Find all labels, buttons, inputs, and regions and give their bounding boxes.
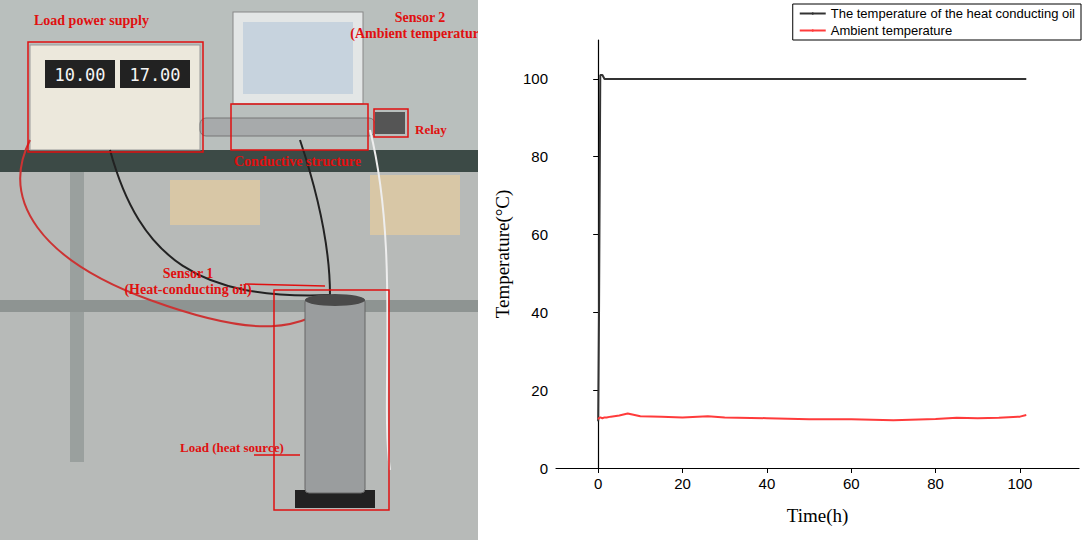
svg-text:The temperature of the heat co: The temperature of the heat conducting o… xyxy=(831,6,1075,21)
svg-text:60: 60 xyxy=(843,475,860,492)
svg-text:20: 20 xyxy=(674,475,691,492)
svg-text:Time(h): Time(h) xyxy=(787,505,849,527)
svg-text:Temperature(°C): Temperature(°C) xyxy=(492,190,514,319)
svg-text:20: 20 xyxy=(531,382,548,399)
svg-text:80: 80 xyxy=(927,475,944,492)
svg-text:Ambient temperature: Ambient temperature xyxy=(831,23,952,38)
svg-text:(Ambient temperature): (Ambient temperature) xyxy=(350,26,478,42)
svg-text:(Heat-conducting oil): (Heat-conducting oil) xyxy=(124,282,251,298)
svg-text:60: 60 xyxy=(531,226,548,243)
svg-text:Sensor 1: Sensor 1 xyxy=(163,266,214,281)
svg-text:Load power supply: Load power supply xyxy=(34,13,149,28)
svg-text:0: 0 xyxy=(594,475,602,492)
svg-text:40: 40 xyxy=(531,304,548,321)
svg-text:40: 40 xyxy=(759,475,776,492)
svg-text:100: 100 xyxy=(1007,475,1032,492)
svg-text:80: 80 xyxy=(531,148,548,165)
svg-text:Load (heat source): Load (heat source) xyxy=(180,440,284,455)
svg-text:Relay: Relay xyxy=(415,122,447,137)
svg-text:100: 100 xyxy=(523,70,548,87)
svg-text:Conductive structure: Conductive structure xyxy=(234,154,361,169)
svg-text:0: 0 xyxy=(540,460,548,477)
svg-text:Sensor 2: Sensor 2 xyxy=(395,10,446,25)
svg-text:10.00: 10.00 xyxy=(54,65,105,85)
svg-text:17.00: 17.00 xyxy=(129,65,180,85)
